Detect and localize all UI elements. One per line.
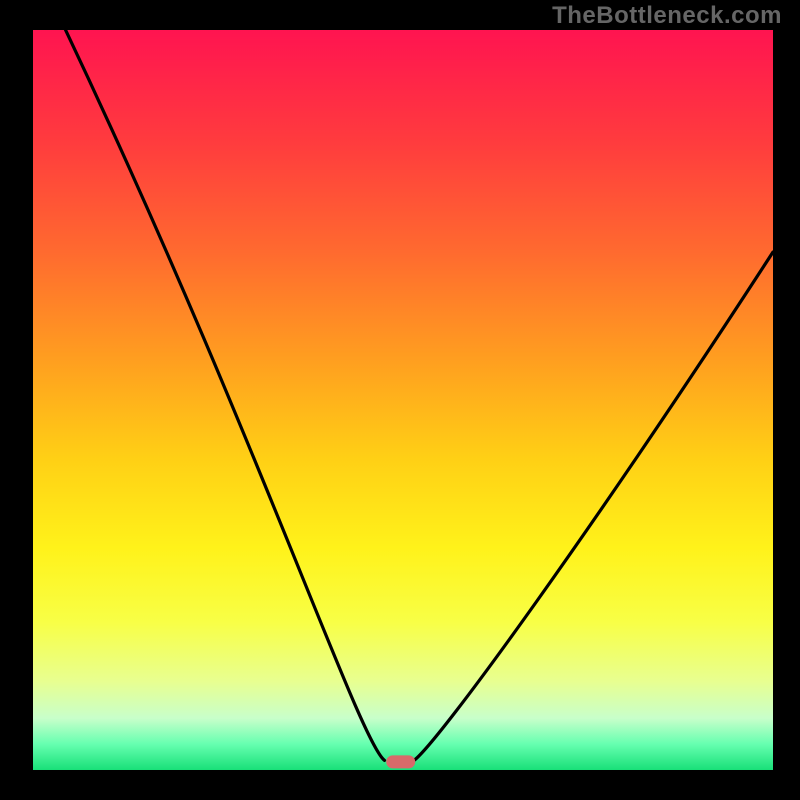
plot-area [33,30,773,770]
watermark-text: TheBottleneck.com [552,2,782,30]
bottleneck-curve [33,30,773,770]
chart-frame: TheBottleneck.com [0,0,800,800]
optimum-marker [386,755,416,768]
